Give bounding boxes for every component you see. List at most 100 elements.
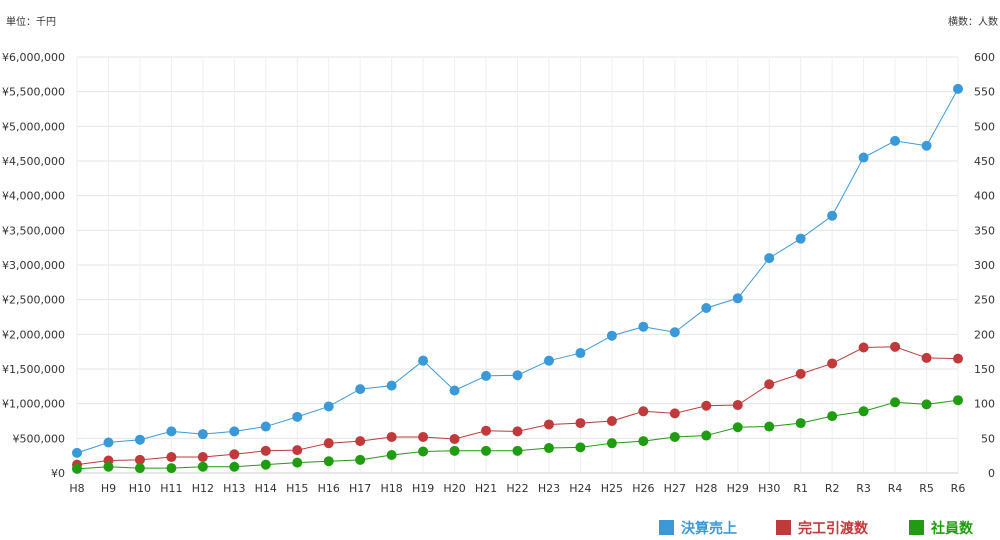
data-point[interactable] [292,411,303,422]
data-point[interactable] [166,426,177,437]
data-point[interactable] [921,352,932,363]
data-point[interactable] [764,421,775,432]
data-point[interactable] [575,348,586,359]
data-point[interactable] [260,445,271,456]
data-point[interactable] [638,436,649,447]
data-point[interactable] [890,397,901,408]
data-point[interactable] [543,419,554,430]
x-tick-label: H16 [318,482,340,495]
data-point[interactable] [638,321,649,332]
data-point[interactable] [764,253,775,264]
data-point[interactable] [418,446,429,457]
data-point[interactable] [229,461,240,472]
y-right-tick-label: 450 [974,155,995,168]
data-point[interactable] [260,459,271,470]
data-point[interactable] [701,400,712,411]
data-point[interactable] [260,421,271,432]
data-point[interactable] [606,438,617,449]
data-point[interactable] [197,452,208,463]
data-point[interactable] [921,399,932,410]
data-point[interactable] [732,400,743,411]
data-point[interactable] [858,342,869,353]
data-point[interactable] [134,463,145,474]
data-point[interactable] [701,430,712,441]
data-point[interactable] [229,449,240,460]
y-left-tick-label: ¥3,000,000 [2,259,65,272]
x-tick-label: H11 [160,482,182,495]
data-point[interactable] [229,426,240,437]
x-tick-label: H13 [223,482,245,495]
data-point[interactable] [701,302,712,313]
data-point[interactable] [827,358,838,369]
data-point[interactable] [890,135,901,146]
data-point[interactable] [890,341,901,352]
data-point[interactable] [953,395,963,406]
data-point[interactable] [103,437,114,448]
data-point[interactable] [827,210,838,221]
data-point[interactable] [543,355,554,366]
data-point[interactable] [732,422,743,433]
x-tick-label: H27 [664,482,686,495]
y-left-tick-label: ¥2,000,000 [2,328,65,341]
data-point[interactable] [134,454,145,465]
data-point[interactable] [638,406,649,417]
data-point[interactable] [795,368,806,379]
data-point[interactable] [606,416,617,426]
right-unit-label: 横数：人数 [948,15,998,28]
legend-item[interactable]: 社員数 [909,520,974,537]
data-point[interactable] [166,452,177,463]
data-point[interactable] [355,436,366,447]
data-point[interactable] [575,418,586,429]
data-point[interactable] [134,434,145,445]
data-point[interactable] [355,384,366,395]
data-point[interactable] [386,449,397,460]
data-point[interactable] [827,411,838,422]
data-point[interactable] [166,463,177,474]
data-point[interactable] [575,442,586,453]
data-point[interactable] [732,293,743,304]
data-point[interactable] [543,443,554,454]
data-point[interactable] [921,140,932,151]
data-point[interactable] [197,429,208,440]
x-tick-label: R4 [888,482,903,495]
data-point[interactable] [669,431,680,442]
data-point[interactable] [103,461,114,472]
data-point[interactable] [292,457,303,468]
data-point[interactable] [606,330,617,341]
data-point[interactable] [323,438,334,449]
data-point[interactable] [669,327,680,338]
data-point[interactable] [953,83,963,94]
legend-item[interactable]: 決算売上 [659,520,737,537]
data-point[interactable] [481,445,492,456]
data-point[interactable] [386,380,397,391]
data-point[interactable] [858,406,869,417]
data-point[interactable] [72,463,82,474]
legend-item[interactable]: 完工引渡数 [776,520,869,537]
legend-swatch [776,520,791,535]
data-point[interactable] [512,426,523,437]
data-point[interactable] [292,445,303,456]
data-point[interactable] [386,431,397,442]
data-point[interactable] [481,370,492,381]
legend[interactable]: 決算売上 完工引渡数 社員数 [659,520,974,537]
data-point[interactable] [323,456,334,467]
data-point[interactable] [72,447,82,458]
data-point[interactable] [418,431,429,442]
data-point[interactable] [512,370,523,381]
data-point[interactable] [953,353,963,364]
data-point[interactable] [481,425,492,436]
data-point[interactable] [197,461,208,472]
data-point[interactable] [795,233,806,244]
data-point[interactable] [449,385,460,396]
data-point[interactable] [512,445,523,456]
data-point[interactable] [858,152,869,163]
y-right-tick-label: 200 [974,328,995,341]
data-point[interactable] [795,418,806,429]
data-point[interactable] [355,454,366,465]
data-point[interactable] [449,445,460,456]
data-point[interactable] [418,355,429,366]
data-point[interactable] [449,434,460,445]
data-point[interactable] [323,401,334,412]
data-point[interactable] [669,408,680,419]
data-point[interactable] [764,379,775,390]
